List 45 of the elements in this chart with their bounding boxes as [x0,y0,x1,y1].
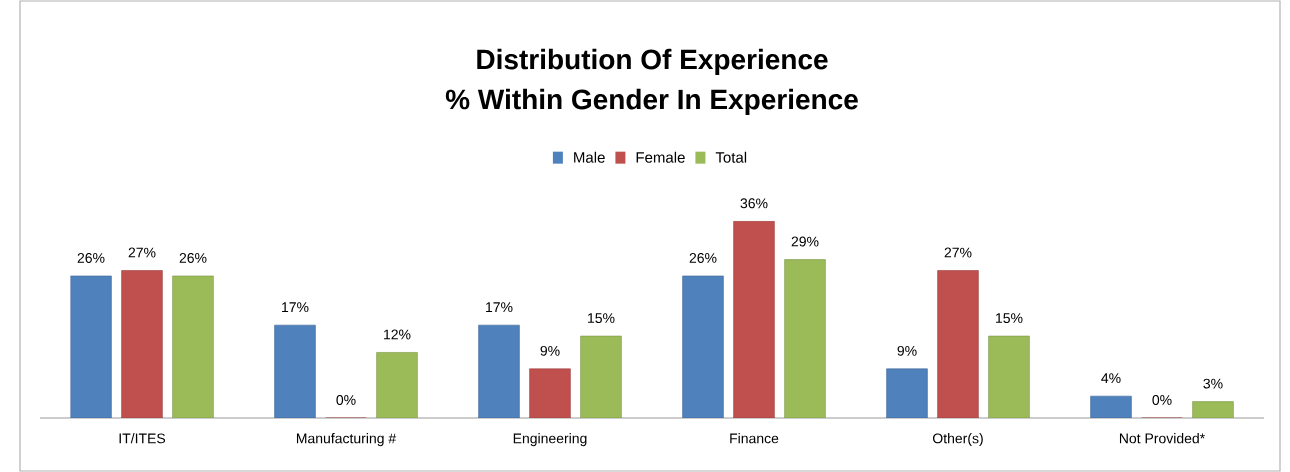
bar [376,352,418,418]
bar [886,368,928,418]
data-label: 17% [486,302,513,313]
bar [988,335,1030,418]
bar [784,259,826,418]
data-label: 9% [897,345,917,356]
data-label: 3% [1203,378,1223,389]
bar [1192,401,1234,418]
data-label: 27% [944,247,972,258]
data-label: 15% [588,313,615,323]
legend-label: Total [715,151,747,163]
data-label: 17% [282,302,309,313]
x-tick-label: Engineering [513,433,587,447]
data-label: 29% [791,236,819,247]
bar [478,324,520,418]
bar [121,270,163,418]
chart-title: Distribution Of Experience [477,48,828,75]
bar [529,368,571,418]
data-label: 36% [740,198,768,209]
x-tick-label: IT/ITES [119,433,166,444]
data-label: 26% [689,253,717,263]
data-label: 26% [77,253,105,263]
x-tick-label: Manufacturing # [296,433,397,447]
x-tick-label: Finance [730,433,779,444]
bar [172,275,214,418]
chart-subtitle: % Within Gender In Experience [445,88,858,115]
bar [274,324,316,418]
x-tick-label: Not Provided* [1119,433,1205,444]
data-label: 9% [540,345,560,356]
bar [580,335,622,418]
data-label: 0% [336,395,356,405]
data-label: 4% [1101,373,1121,384]
bar [937,270,979,418]
legend-label: Female [636,151,685,163]
bar [70,275,112,418]
bar [682,275,724,418]
x-tick-label: Other(s) [932,433,983,447]
legend-label: Male [574,151,605,163]
data-label: 0% [1152,395,1172,405]
bar [733,221,775,418]
data-label: 26% [179,253,207,263]
data-label: 12% [384,329,411,340]
data-label: 15% [996,313,1023,323]
data-label: 27% [128,247,156,258]
bar [1090,395,1132,418]
